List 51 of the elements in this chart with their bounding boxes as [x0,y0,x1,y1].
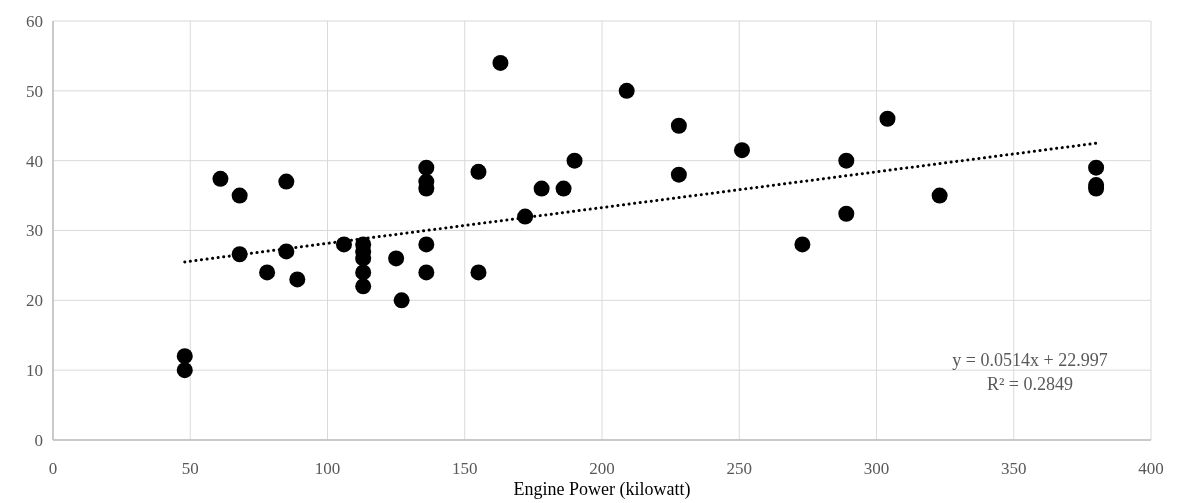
x-axis-title: Engine Power (kilowatt) [513,479,691,500]
x-tick-label: 50 [181,459,199,478]
point [470,163,487,180]
point [670,117,687,134]
point [931,187,948,204]
x-tick-label: 400 [1138,459,1164,478]
point [259,264,276,281]
point [278,173,295,190]
point [838,205,855,222]
x-tick-label: 300 [863,459,890,478]
annotation: y = 0.0514x + 22.997 [952,350,1108,370]
point [212,170,229,187]
x-tick-label: 200 [589,459,615,478]
point [393,292,410,309]
y-tick-label: 30 [26,221,43,241]
y-tick-label: 10 [26,361,43,381]
point [418,159,435,176]
point [838,152,855,169]
x-tick-label: 150 [452,459,478,478]
point [355,264,372,281]
x-tick-label: 350 [1001,459,1027,478]
point [388,250,405,267]
point [470,264,487,281]
y-tick-label: 60 [26,11,43,31]
x-tick-label: 100 [314,459,341,478]
point [418,236,435,253]
point [335,236,352,253]
y-tick-label: 40 [26,151,43,171]
point [555,180,572,197]
point [517,208,534,225]
point [794,236,811,253]
point [289,271,306,288]
point [618,82,635,99]
point [566,152,583,169]
point [492,54,509,71]
x-tick-label: 250 [726,459,752,478]
point [231,187,248,204]
point [176,362,193,379]
x-tick-label: 0 [48,459,58,478]
y-tick-label: 20 [26,291,43,311]
annotation: R² = 0.2849 [986,374,1074,394]
y-tick-label: 0 [34,430,43,450]
y-tick-label: 50 [26,81,43,101]
point [670,166,687,183]
point [176,348,193,365]
point [733,142,750,159]
point [418,264,435,281]
point [533,180,550,197]
point [355,278,372,295]
point [1088,159,1105,176]
point [879,110,896,127]
